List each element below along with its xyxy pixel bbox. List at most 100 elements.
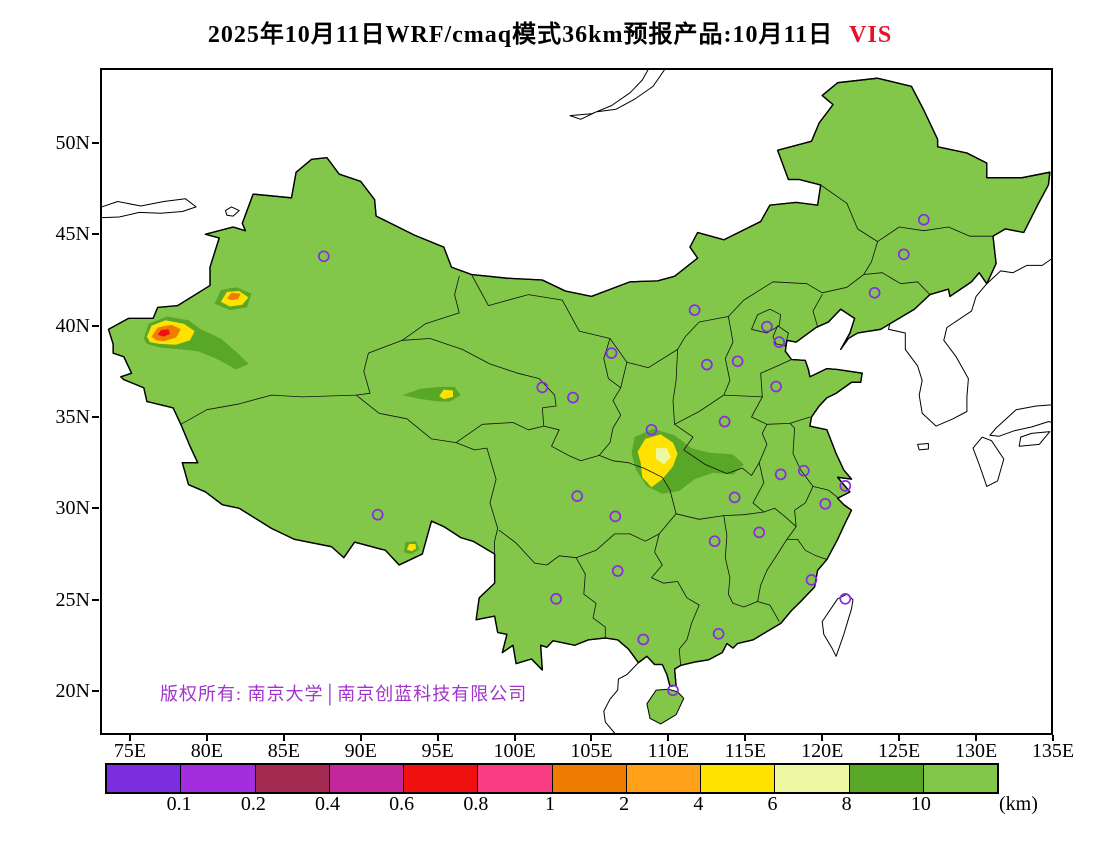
x-axis-tick: [590, 735, 593, 741]
province-border: [877, 226, 994, 242]
city-marker: [753, 526, 766, 539]
colorbar-segment: [329, 765, 404, 792]
shikoku-island: [1018, 431, 1051, 447]
city-marker: [761, 320, 773, 333]
colorbar-segment: [478, 765, 553, 792]
city-marker: [317, 250, 330, 263]
x-axis-tick: [282, 735, 285, 741]
x-axis-label: 105E: [570, 740, 613, 762]
x-axis-tick: [1051, 735, 1054, 741]
colorbar-segment: [107, 765, 182, 792]
y-axis-label: 40N: [55, 314, 90, 337]
province-border: [760, 359, 792, 398]
visibility-patch-yellow: [439, 389, 453, 400]
province-border: [732, 539, 788, 608]
x-axis-label: 85E: [267, 740, 300, 762]
x-axis-tick: [129, 735, 131, 741]
province-border: [772, 325, 789, 347]
x-axis-tick: [744, 735, 747, 741]
x-axis-label: 115E: [724, 740, 767, 762]
province-border: [543, 425, 677, 515]
plot-frame: [100, 68, 1053, 735]
x-axis-label: 130E: [954, 740, 998, 762]
city-marker: [571, 490, 584, 502]
colorbar-segment: [181, 765, 256, 792]
colorbar-label: 0.8: [463, 793, 489, 815]
y-axis-label: 25N: [55, 588, 90, 611]
city-marker: [805, 574, 818, 586]
colorbar-label: 2: [619, 793, 630, 815]
y-axis-tick: [92, 233, 99, 236]
lake-baikal: [569, 68, 667, 120]
city-marker: [712, 627, 725, 640]
lake-balkhash: [100, 198, 197, 219]
china-outline: [107, 77, 1051, 688]
province-border: [786, 539, 828, 560]
y-axis-tick: [92, 141, 99, 144]
city-marker: [609, 510, 622, 523]
honshu-coastline: [989, 404, 1053, 437]
x-axis-tick: [975, 735, 978, 741]
china-landmass: [107, 77, 1051, 688]
x-axis-label: 100E: [493, 740, 536, 762]
province-border: [757, 601, 780, 622]
city-marker: [897, 248, 910, 261]
x-axis-tick: [667, 735, 670, 741]
x-axis-label: 90E: [344, 740, 377, 762]
city-marker: [728, 491, 741, 504]
colorbar-unit: (km): [999, 793, 1038, 815]
city-marker: [536, 381, 549, 394]
city-marker: [773, 336, 786, 348]
hainan-island: [646, 688, 685, 725]
copyright-text: 版权所有: 南京大学│南京创蓝科技有限公司: [160, 684, 528, 704]
colorbar-label: 8: [841, 793, 852, 815]
province-border: [674, 423, 768, 476]
city-marker: [868, 286, 881, 299]
page-title: 2025年10月11日WRF/cmaq模式36km预报产品:10月11日 VIS: [0, 14, 1100, 49]
province-border: [678, 604, 700, 666]
city-marker: [839, 592, 852, 605]
y-axis-tick: [92, 598, 99, 601]
province-border: [812, 294, 823, 327]
province-border: [355, 394, 499, 555]
kyushu-island: [972, 436, 1005, 487]
y-axis-label: 35N: [55, 405, 90, 428]
colorbar-label: 4: [693, 793, 704, 815]
province-border: [598, 414, 622, 456]
province-border: [751, 308, 782, 334]
colorbar: [105, 763, 999, 794]
y-axis-label: 20N: [55, 680, 90, 702]
province-border: [612, 387, 622, 416]
y-axis-tick: [92, 324, 99, 327]
y-axis-label: 45N: [55, 223, 90, 246]
city-marker: [371, 508, 384, 521]
city-marker: [688, 304, 701, 316]
jeju-island: [917, 443, 929, 451]
city-marker: [917, 213, 930, 226]
korea-coastline: [887, 283, 988, 427]
china-visibility-map: [100, 68, 1053, 735]
city-marker: [550, 593, 562, 605]
x-axis-tick: [513, 735, 516, 741]
y-axis-label: 30N: [55, 497, 90, 520]
city-marker: [718, 415, 731, 428]
colorbar-label: 0.2: [240, 793, 266, 815]
x-axis-label: 120E: [801, 740, 844, 762]
colorbar-label: 1: [545, 793, 555, 815]
province-border: [812, 486, 838, 498]
x-axis-label: 135E: [1031, 740, 1075, 762]
x-axis-tick: [436, 735, 439, 741]
city-marker: [637, 633, 650, 646]
city-marker: [774, 468, 787, 481]
city-marker: [708, 535, 721, 548]
x-axis-label: 125E: [878, 740, 921, 762]
visibility-patch-red: [157, 329, 170, 337]
colorbar-label: 10: [910, 793, 931, 815]
y-axis-tick: [92, 690, 99, 692]
x-axis-label: 75E: [113, 740, 147, 762]
city-marker: [770, 380, 782, 393]
title-text: 2025年10月11日WRF/cmaq模式36km预报产品:10月11日: [207, 22, 834, 48]
city-marker: [667, 684, 679, 697]
y-axis-label: 50N: [55, 131, 90, 154]
city-marker: [605, 347, 618, 359]
